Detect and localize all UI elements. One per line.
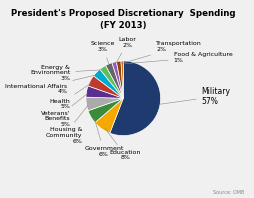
Text: Health
5%: Health 5% <box>49 84 90 109</box>
Wedge shape <box>109 61 160 136</box>
Wedge shape <box>88 76 123 98</box>
Wedge shape <box>86 86 123 98</box>
Title: President's Proposed Discretionary  Spending
(FY 2013): President's Proposed Discretionary Spend… <box>11 10 235 30</box>
Text: Veterans'
Benefits
5%: Veterans' Benefits 5% <box>40 94 87 127</box>
Text: Housing &
Community
6%: Housing & Community 6% <box>45 106 87 144</box>
Text: Education
8%: Education 8% <box>105 129 140 160</box>
Text: Science
3%: Science 3% <box>90 41 115 64</box>
Wedge shape <box>105 63 123 98</box>
Text: Transportation
2%: Transportation 2% <box>121 41 201 63</box>
Text: Food & Agriculture
1%: Food & Agriculture 1% <box>124 52 231 64</box>
Wedge shape <box>116 61 123 98</box>
Text: Government
6%: Government 6% <box>84 118 123 157</box>
Wedge shape <box>94 98 123 133</box>
Text: Labor
2%: Labor 2% <box>116 37 136 63</box>
Wedge shape <box>93 69 123 98</box>
Text: Energy &
Environment
3%: Energy & Environment 3% <box>30 65 101 81</box>
Wedge shape <box>112 62 123 98</box>
Wedge shape <box>100 65 123 98</box>
Wedge shape <box>88 98 123 123</box>
Wedge shape <box>120 61 123 98</box>
Wedge shape <box>86 97 123 111</box>
Text: International Affairs
4%: International Affairs 4% <box>5 75 96 94</box>
Text: Military
57%: Military 57% <box>159 87 230 106</box>
Text: Source: OMB: Source: OMB <box>213 190 244 195</box>
